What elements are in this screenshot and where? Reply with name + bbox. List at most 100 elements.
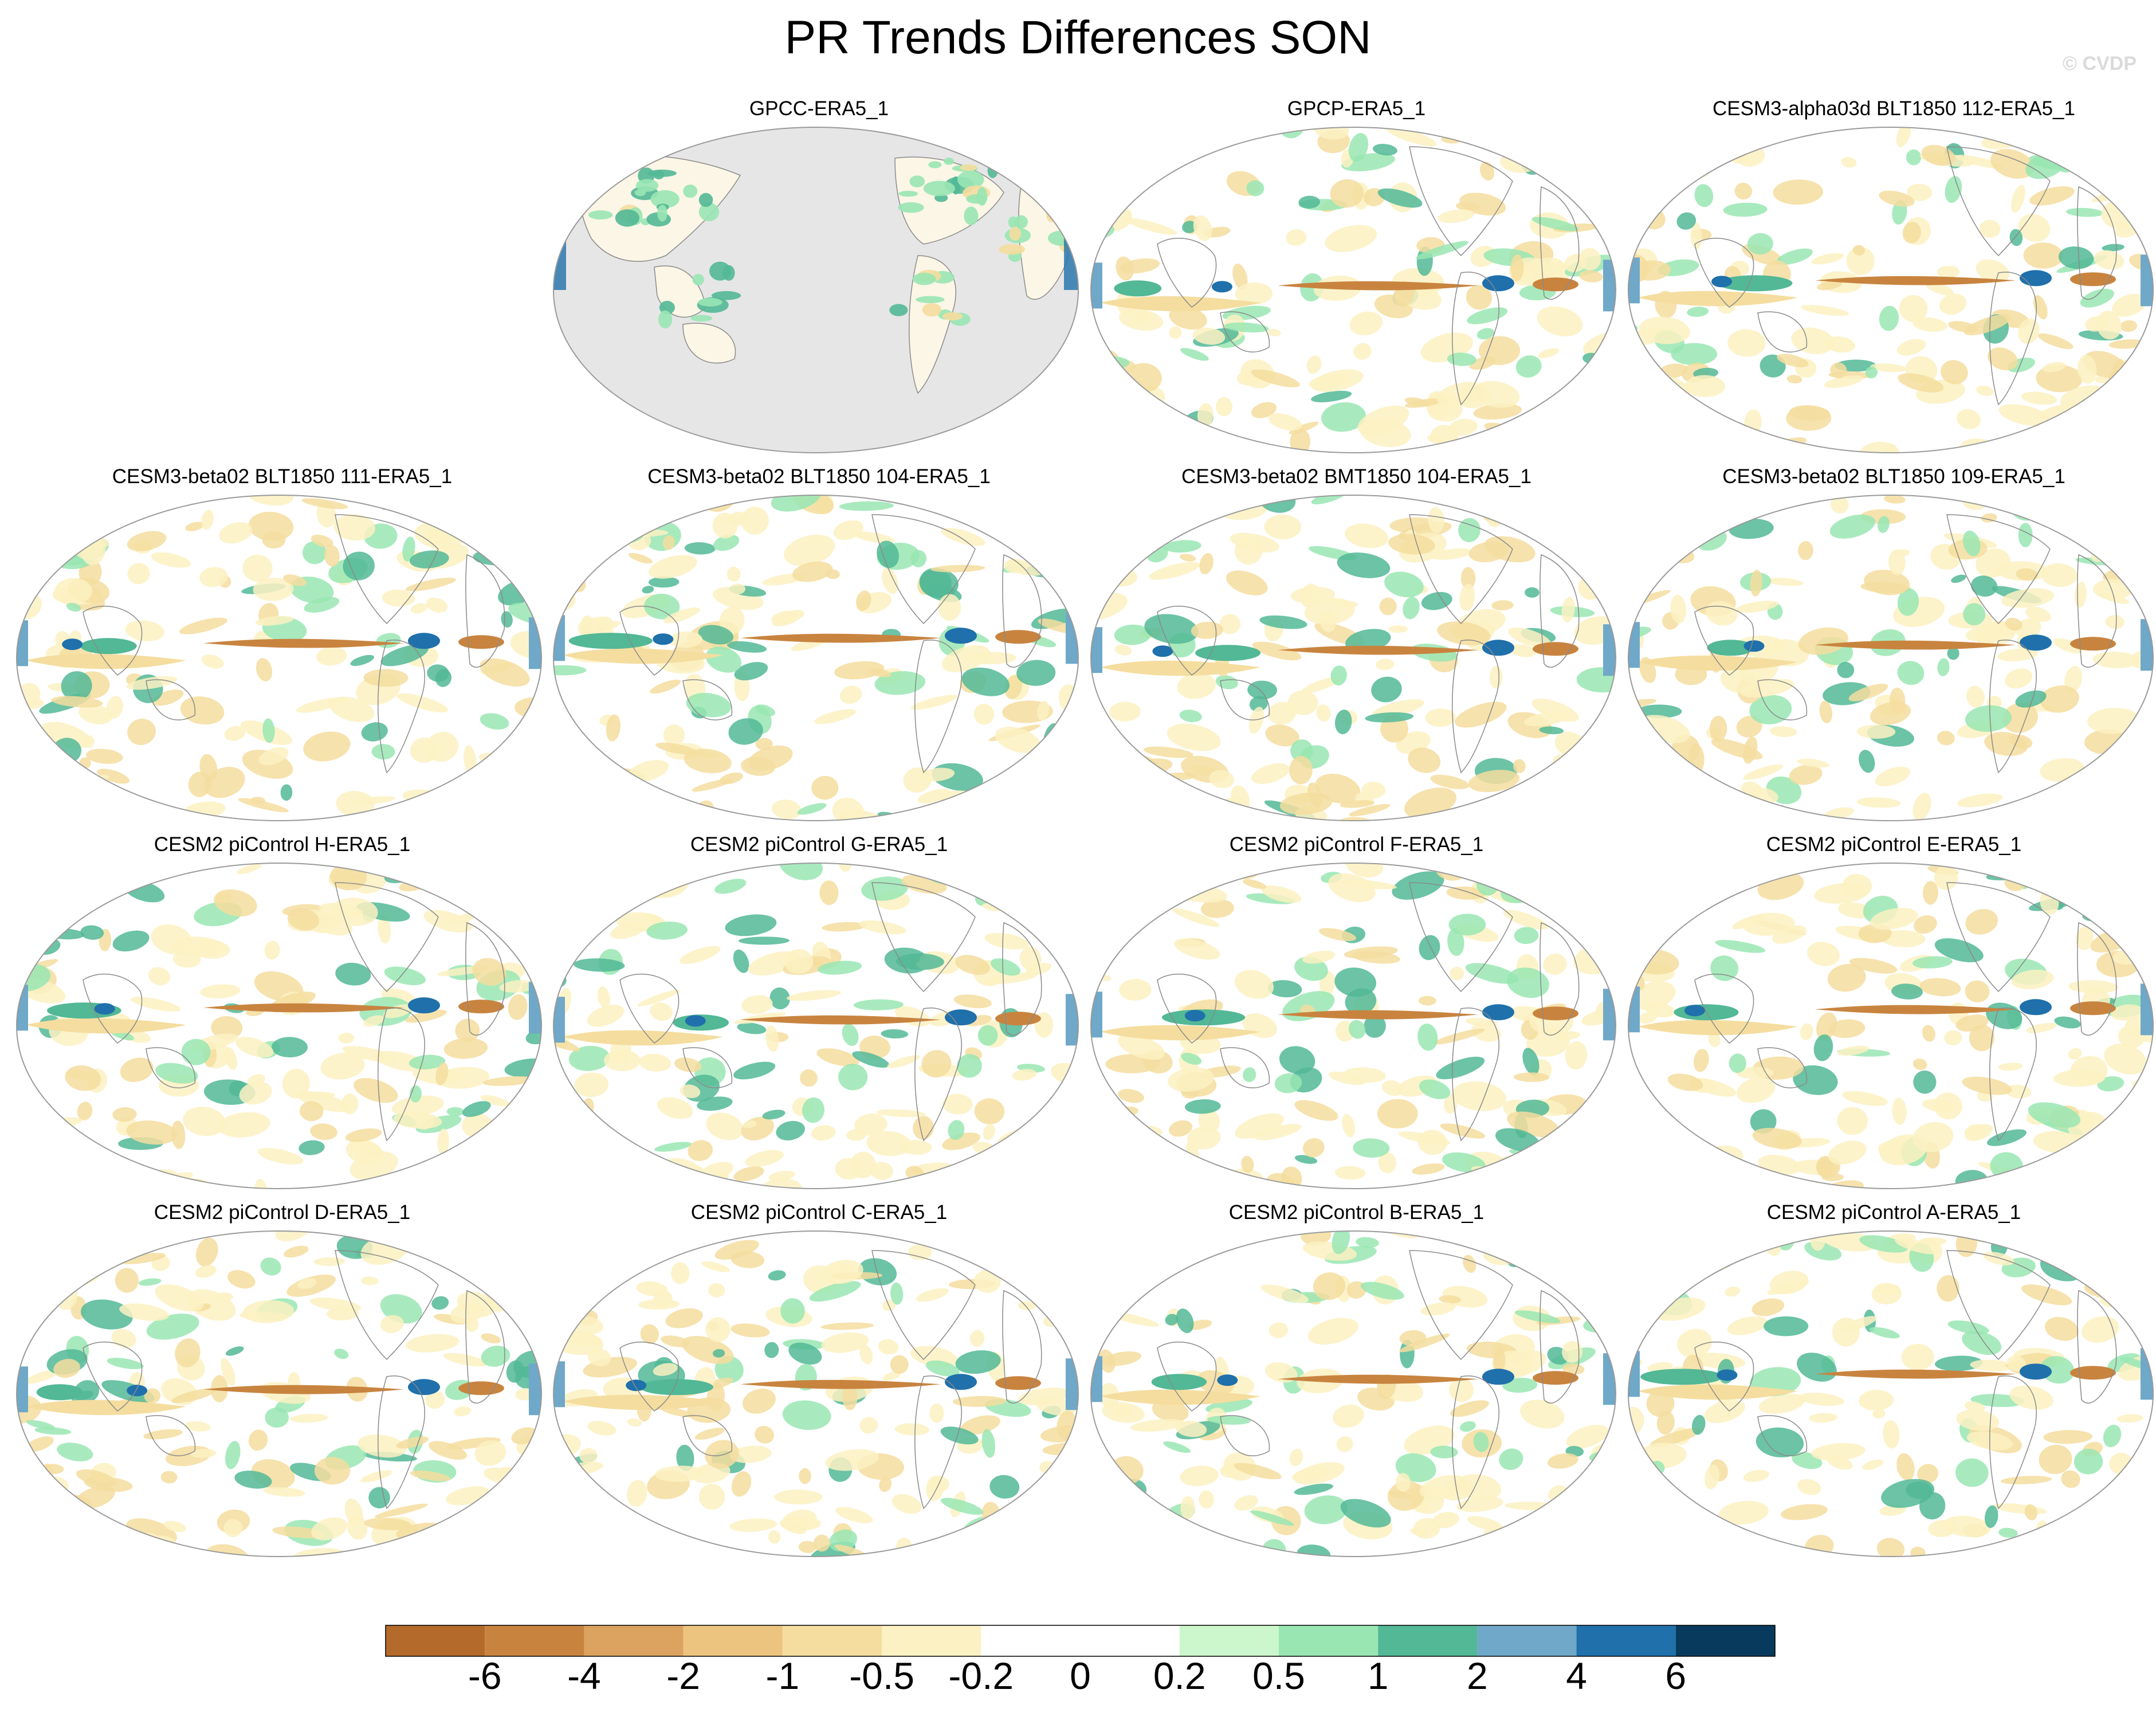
trend-blob bbox=[2005, 618, 2023, 631]
colorbar-tick-label: 0.5 bbox=[1252, 1655, 1305, 1697]
trend-blob bbox=[1947, 646, 1959, 660]
coastline bbox=[1757, 1415, 1808, 1456]
trend-blob bbox=[1919, 978, 1961, 997]
trend-blob bbox=[1066, 1358, 1078, 1410]
trend-blob bbox=[1144, 614, 1199, 644]
trend-blob bbox=[17, 1524, 42, 1542]
trend-blob bbox=[709, 261, 731, 281]
trend-blob bbox=[1628, 375, 1644, 394]
panel-title: CESM3-beta02 BMT1850 104-ERA5_1 bbox=[1181, 465, 1531, 488]
trend-blob bbox=[654, 1142, 692, 1152]
trend-blob bbox=[2119, 421, 2144, 446]
trend-blob bbox=[1543, 409, 1556, 418]
coastline bbox=[1946, 146, 2051, 257]
trend-blob bbox=[2131, 1109, 2153, 1138]
trend-blob bbox=[1479, 162, 1495, 181]
trend-blob bbox=[637, 990, 680, 1007]
trend-blob bbox=[1837, 1045, 1870, 1056]
trend-blob bbox=[1841, 1091, 1888, 1106]
trend-blob bbox=[1859, 1390, 1894, 1411]
trend-blob bbox=[126, 676, 178, 690]
trend-blob bbox=[1430, 548, 1472, 560]
trend-blob bbox=[409, 1055, 446, 1069]
trend-blob bbox=[1628, 1458, 1649, 1487]
trend-blob bbox=[940, 1426, 979, 1445]
trend-blob bbox=[662, 535, 675, 550]
trend-blob bbox=[17, 543, 50, 562]
trend-blob bbox=[1555, 1268, 1571, 1278]
trend-blob bbox=[517, 777, 537, 800]
trend-blob bbox=[686, 1179, 721, 1189]
trend-blob bbox=[1004, 675, 1023, 700]
trend-blob bbox=[143, 1429, 183, 1440]
trend-blob bbox=[1575, 1175, 1616, 1189]
trend-blob bbox=[942, 312, 963, 321]
trend-blob bbox=[382, 589, 415, 607]
trend-blob bbox=[1385, 127, 1437, 147]
trend-blob bbox=[1418, 995, 1436, 1006]
trend-blob bbox=[1180, 816, 1219, 821]
colorbar-segment bbox=[1576, 1625, 1676, 1656]
trend-blob bbox=[1880, 1134, 1927, 1166]
trend-blob bbox=[1912, 793, 1931, 821]
trend-blob bbox=[1589, 1300, 1603, 1324]
trend-blob bbox=[1976, 259, 2010, 283]
coastline bbox=[1694, 973, 1754, 1044]
trend-blob bbox=[1306, 355, 1322, 374]
trend-blob bbox=[265, 1407, 289, 1428]
trend-blob bbox=[1537, 306, 1583, 336]
trend-blob bbox=[1105, 514, 1146, 536]
trend-blob bbox=[1059, 891, 1078, 919]
map-border bbox=[1090, 495, 1616, 821]
trend-blob bbox=[299, 1140, 325, 1155]
trend-blob bbox=[384, 814, 398, 821]
trend-blob bbox=[290, 1414, 328, 1423]
trend-blob bbox=[97, 769, 129, 784]
trend-blob bbox=[1388, 625, 1408, 633]
trend-blob bbox=[1824, 375, 1863, 389]
trend-blob bbox=[2015, 618, 2041, 638]
trend-blob bbox=[1979, 219, 2001, 238]
trend-blob bbox=[1108, 495, 1157, 516]
trend-blob bbox=[698, 625, 734, 645]
trend-blob bbox=[61, 1279, 75, 1291]
trend-blob bbox=[1091, 127, 1117, 147]
trend-blob bbox=[579, 1448, 598, 1464]
trend-blob bbox=[825, 1449, 879, 1471]
trend-blob bbox=[1395, 1473, 1411, 1492]
trend-blob bbox=[1091, 536, 1107, 562]
trend-blob bbox=[636, 1281, 668, 1296]
trend-blob bbox=[179, 617, 227, 634]
trend-blob bbox=[2077, 355, 2097, 384]
trend-blob bbox=[1417, 1130, 1447, 1155]
trend-blob bbox=[17, 552, 54, 573]
trend-blob bbox=[65, 1065, 101, 1091]
trend-blob bbox=[948, 1120, 965, 1140]
trend-blob bbox=[437, 1128, 449, 1155]
trend-blob bbox=[2001, 1476, 2052, 1484]
trend-blob bbox=[435, 1234, 451, 1255]
trend-blob bbox=[1922, 881, 1938, 905]
trend-blob bbox=[2141, 254, 2153, 307]
trend-blob bbox=[1015, 1131, 1062, 1154]
trend-blob bbox=[52, 1159, 97, 1177]
trend-blob bbox=[1180, 1465, 1219, 1487]
colorbar-segment bbox=[1675, 1625, 1775, 1656]
panel-title: CESM2 piControl D-ERA5_1 bbox=[154, 1201, 411, 1224]
trend-blob bbox=[755, 704, 775, 716]
coastline bbox=[1220, 679, 1270, 720]
trend-blob bbox=[1596, 1145, 1616, 1161]
trend-blob bbox=[199, 754, 218, 782]
trend-blob bbox=[1049, 1274, 1078, 1290]
trend-blob bbox=[553, 1510, 567, 1523]
trend-blob bbox=[1752, 1128, 1802, 1149]
trend-blob bbox=[474, 1440, 506, 1466]
trend-blob bbox=[568, 1045, 610, 1071]
trend-blob bbox=[1687, 307, 1709, 317]
trend-blob bbox=[262, 718, 275, 743]
trend-blob bbox=[1533, 1371, 1578, 1385]
trend-blob bbox=[299, 1101, 324, 1122]
trend-blob bbox=[874, 671, 926, 695]
map-border bbox=[1090, 127, 1616, 453]
trend-blob bbox=[1495, 1128, 1540, 1152]
